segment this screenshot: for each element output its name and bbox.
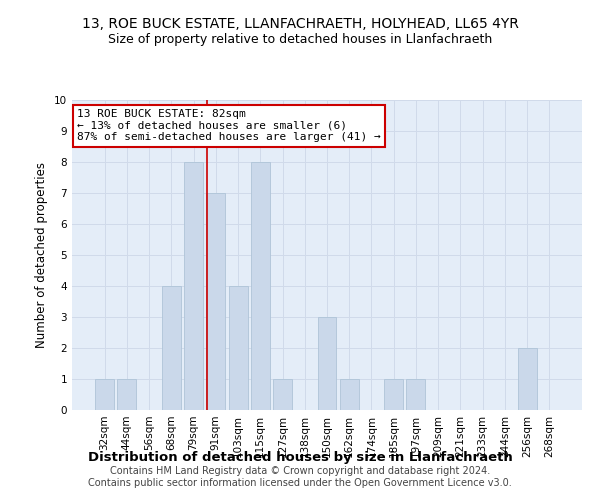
Bar <box>206 193 225 410</box>
Bar <box>340 379 359 410</box>
Bar <box>384 379 403 410</box>
Text: Size of property relative to detached houses in Llanfachraeth: Size of property relative to detached ho… <box>108 32 492 46</box>
Y-axis label: Number of detached properties: Number of detached properties <box>35 162 49 348</box>
Bar <box>273 379 292 410</box>
Text: Distribution of detached houses by size in Llanfachraeth: Distribution of detached houses by size … <box>88 451 512 464</box>
Bar <box>95 379 114 410</box>
Text: Contains HM Land Registry data © Crown copyright and database right 2024.
Contai: Contains HM Land Registry data © Crown c… <box>88 466 512 487</box>
Bar <box>184 162 203 410</box>
Bar <box>118 379 136 410</box>
Bar <box>518 348 536 410</box>
Bar <box>251 162 270 410</box>
Bar <box>229 286 248 410</box>
Bar <box>406 379 425 410</box>
Text: 13 ROE BUCK ESTATE: 82sqm
← 13% of detached houses are smaller (6)
87% of semi-d: 13 ROE BUCK ESTATE: 82sqm ← 13% of detac… <box>77 110 381 142</box>
Text: 13, ROE BUCK ESTATE, LLANFACHRAETH, HOLYHEAD, LL65 4YR: 13, ROE BUCK ESTATE, LLANFACHRAETH, HOLY… <box>82 18 518 32</box>
Bar <box>162 286 181 410</box>
Bar <box>317 317 337 410</box>
